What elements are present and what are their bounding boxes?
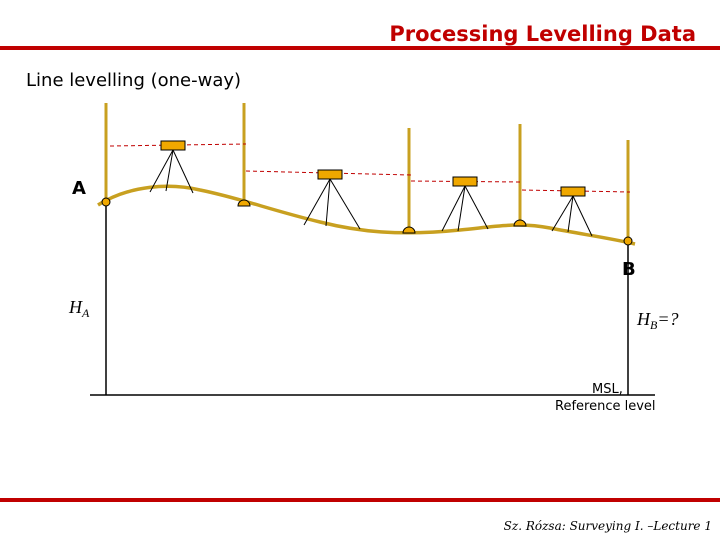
point-a-label: A [72, 178, 86, 199]
change-point-3 [513, 219, 527, 227]
height-b-label: HB=? [636, 309, 679, 332]
footer-citation: Sz. Rózsa: Surveying I. –Lecture 1 [503, 519, 712, 533]
point-a-marker [101, 197, 111, 207]
level-instrument-2 [303, 169, 361, 230]
change-point-1 [237, 199, 251, 207]
height-b-subscript: B [650, 318, 658, 332]
height-b-suffix: =? [657, 309, 678, 329]
slide-subtitle: Line levelling (one-way) [26, 70, 242, 91]
height-b-symbol: H [636, 309, 651, 329]
height-a-label: HA [68, 297, 90, 320]
reference-label-line2: Reference level [555, 399, 656, 414]
sight-line-3 [410, 180, 523, 183]
footer-divider [0, 498, 720, 502]
height-a-subscript: A [81, 306, 90, 320]
level-instrument-4 [551, 186, 593, 237]
title-divider [0, 46, 720, 50]
point-b-label: B [622, 259, 636, 280]
change-point-2 [402, 226, 416, 234]
terrain-profile [97, 184, 636, 246]
level-instrument-3 [441, 176, 489, 232]
slide-title: Processing Levelling Data [389, 22, 696, 46]
point-b-marker [623, 236, 633, 246]
level-instrument-1 [149, 140, 194, 194]
height-a-symbol: H [68, 297, 83, 317]
reference-label-line1: MSL, [592, 382, 623, 397]
sight-line-1 [109, 143, 247, 147]
